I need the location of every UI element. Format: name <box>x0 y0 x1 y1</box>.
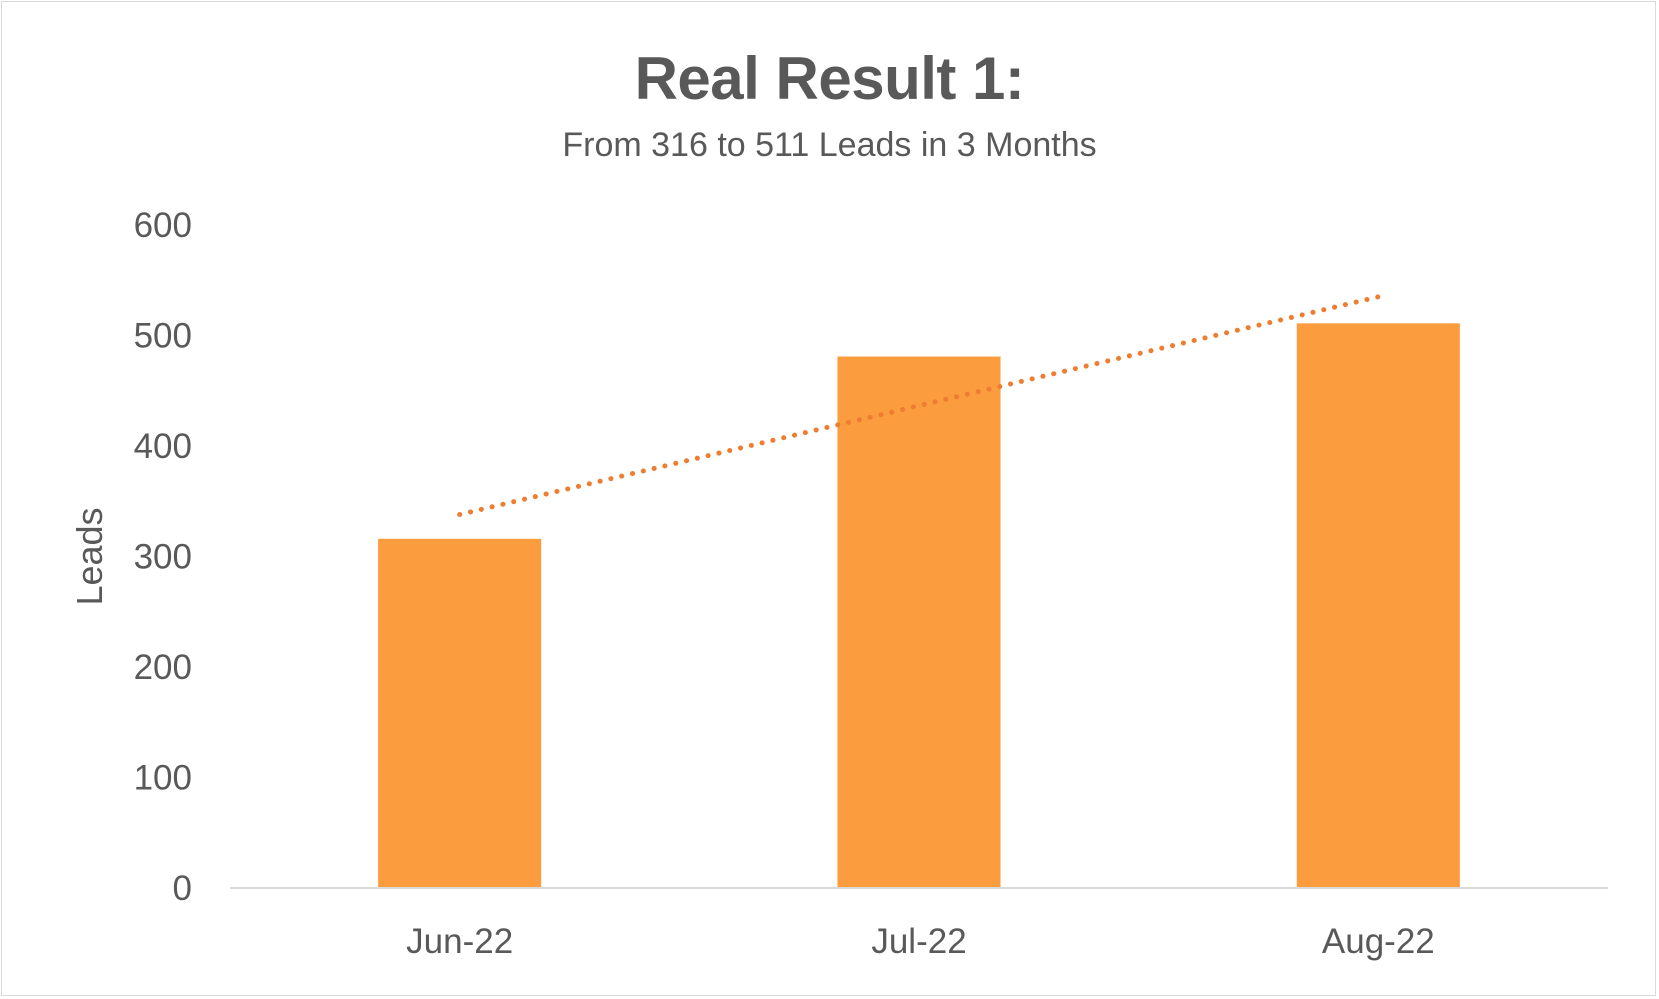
bar-aug-22 <box>1296 323 1460 889</box>
y-tick-label: 600 <box>134 206 192 245</box>
y-tick-label: 500 <box>134 317 192 356</box>
y-tick-label: 100 <box>134 759 192 798</box>
x-tick-label: Aug-22 <box>1322 922 1435 961</box>
trend-line <box>457 294 1381 518</box>
bar-jul-22 <box>837 356 1001 888</box>
y-axis-title: Leads <box>69 507 110 605</box>
y-tick-labels: 0 100 200 300 400 500 600 <box>134 206 192 908</box>
chart-subtitle: From 316 to 511 Leads in 3 Months <box>562 126 1097 164</box>
y-tick-label: 0 <box>173 869 192 908</box>
chart-title: Real Result 1: <box>634 45 1025 112</box>
x-tick-label: Jul-22 <box>871 922 966 961</box>
bar-jun-22 <box>378 538 542 888</box>
y-tick-label: 200 <box>134 648 192 687</box>
bars-layer <box>378 323 1460 889</box>
y-tick-label: 300 <box>134 538 192 577</box>
x-tick-labels: Jun-22 Jul-22 Aug-22 <box>406 922 1435 961</box>
x-tick-label: Jun-22 <box>406 922 513 961</box>
y-tick-label: 400 <box>134 427 192 466</box>
